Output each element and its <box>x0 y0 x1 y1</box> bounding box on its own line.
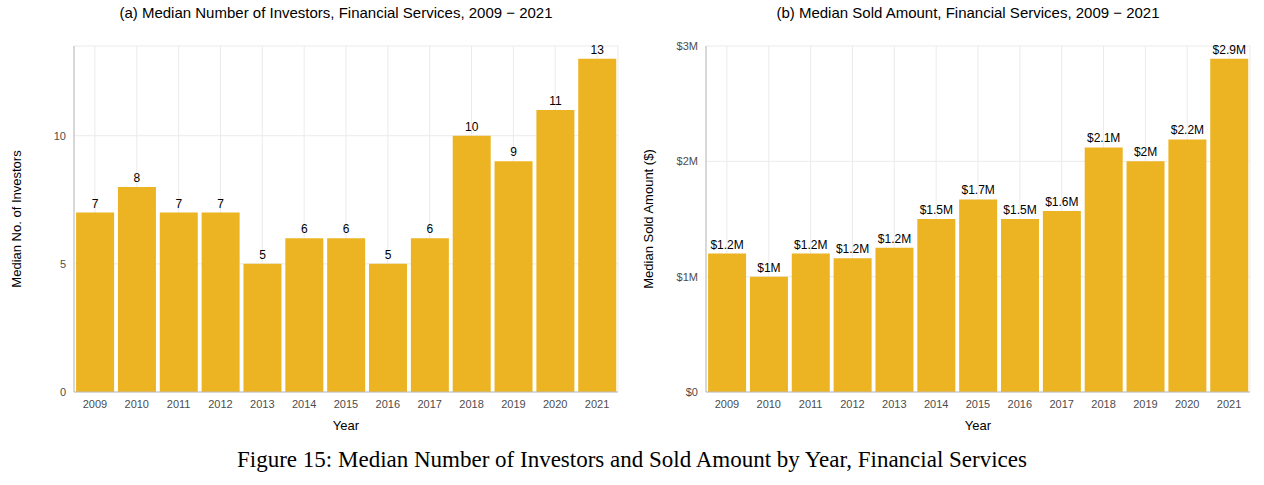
svg-text:6: 6 <box>427 222 434 236</box>
svg-text:10: 10 <box>54 130 66 142</box>
svg-text:$1.2M: $1.2M <box>878 232 911 246</box>
svg-text:$1.2M: $1.2M <box>794 238 827 252</box>
svg-text:$1.5M: $1.5M <box>920 203 953 217</box>
svg-text:2012: 2012 <box>208 398 232 410</box>
svg-text:9: 9 <box>510 145 517 159</box>
svg-text:$1.7M: $1.7M <box>961 183 994 197</box>
svg-text:$1M: $1M <box>677 271 698 283</box>
svg-text:$1M: $1M <box>757 261 780 275</box>
svg-text:2017: 2017 <box>417 398 441 410</box>
svg-text:$3M: $3M <box>677 40 698 52</box>
svg-text:0: 0 <box>60 386 66 398</box>
svg-text:2016: 2016 <box>1008 398 1032 410</box>
svg-text:2012: 2012 <box>840 398 864 410</box>
svg-text:2019: 2019 <box>1133 398 1157 410</box>
svg-text:2015: 2015 <box>966 398 990 410</box>
svg-text:2021: 2021 <box>585 398 609 410</box>
svg-text:5: 5 <box>259 248 266 262</box>
svg-text:5: 5 <box>60 258 66 270</box>
svg-text:Year: Year <box>965 418 992 433</box>
svg-text:2020: 2020 <box>1175 398 1199 410</box>
svg-text:2009: 2009 <box>715 398 739 410</box>
svg-text:5: 5 <box>385 248 392 262</box>
svg-text:$1.2M: $1.2M <box>836 242 869 256</box>
svg-text:$1.5M: $1.5M <box>1003 203 1036 217</box>
svg-text:7: 7 <box>175 197 182 211</box>
svg-text:2018: 2018 <box>459 398 483 410</box>
svg-text:$2.9M: $2.9M <box>1213 43 1246 57</box>
svg-text:2015: 2015 <box>334 398 358 410</box>
svg-text:2009: 2009 <box>83 398 107 410</box>
svg-text:$2.2M: $2.2M <box>1171 123 1204 137</box>
svg-text:2014: 2014 <box>292 398 316 410</box>
svg-text:2013: 2013 <box>250 398 274 410</box>
svg-text:13: 13 <box>591 43 605 57</box>
svg-text:2010: 2010 <box>125 398 149 410</box>
svg-text:7: 7 <box>92 197 99 211</box>
html-text:Figure 15: Median Number of In: Figure 15: Median Number of Investors an… <box>237 447 1027 472</box>
svg-text:6: 6 <box>343 222 350 236</box>
svg-text:2011: 2011 <box>167 398 191 410</box>
svg-text:7: 7 <box>217 197 224 211</box>
html-text:(b) Median Sold Amount, Financ: (b) Median Sold Amount, Financial Servic… <box>776 4 1160 21</box>
svg-text:2013: 2013 <box>882 398 906 410</box>
svg-text:2018: 2018 <box>1091 398 1115 410</box>
svg-text:$0: $0 <box>686 386 698 398</box>
svg-text:10: 10 <box>465 120 479 134</box>
svg-text:2017: 2017 <box>1049 398 1073 410</box>
svg-text:2016: 2016 <box>376 398 400 410</box>
svg-text:$2M: $2M <box>1134 145 1157 159</box>
svg-text:$1.2M: $1.2M <box>710 238 743 252</box>
svg-text:2019: 2019 <box>501 398 525 410</box>
svg-text:2014: 2014 <box>924 398 948 410</box>
svg-text:Median No. of Investors: Median No. of Investors <box>9 150 24 288</box>
svg-text:8: 8 <box>134 171 141 185</box>
svg-text:2021: 2021 <box>1217 398 1241 410</box>
svg-text:$2M: $2M <box>677 155 698 167</box>
svg-text:2010: 2010 <box>757 398 781 410</box>
svg-text:Year: Year <box>333 418 360 433</box>
svg-text:2020: 2020 <box>543 398 567 410</box>
svg-text:2011: 2011 <box>799 398 823 410</box>
svg-text:$1.6M: $1.6M <box>1045 195 1078 209</box>
svg-text:$2.1M: $2.1M <box>1087 131 1120 145</box>
svg-text:6: 6 <box>301 222 308 236</box>
svg-text:11: 11 <box>549 94 562 108</box>
svg-text:Median Sold Amount ($): Median Sold Amount ($) <box>641 149 656 288</box>
html-text:(a) Median Number of Investors: (a) Median Number of Investors, Financia… <box>119 4 553 21</box>
